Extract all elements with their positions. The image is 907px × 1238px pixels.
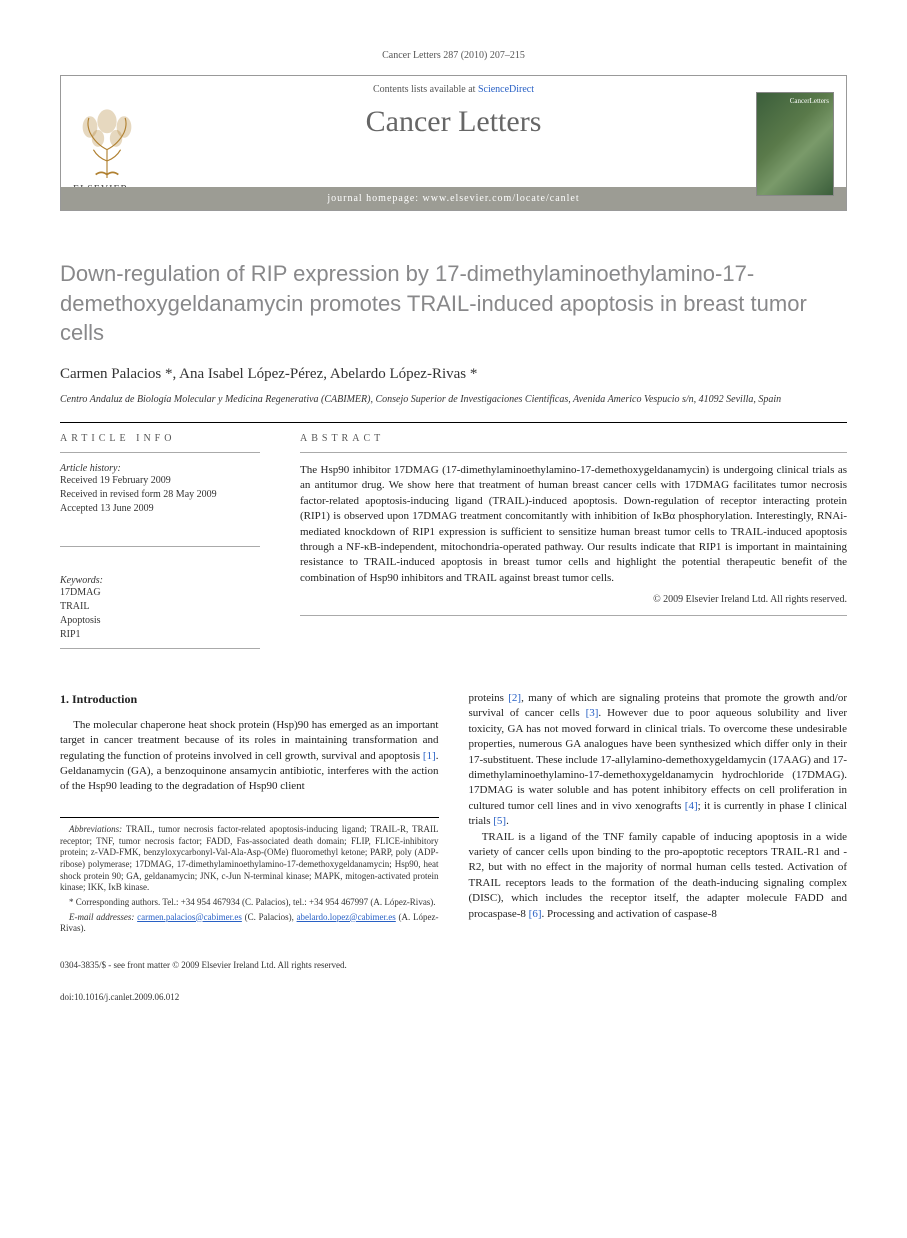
history-accepted: Accepted 13 June 2009 <box>60 502 260 516</box>
article-title: Down-regulation of RIP expression by 17-… <box>60 259 847 348</box>
journal-cover-thumbnail: CancerLetters <box>756 92 834 196</box>
journal-header-box: ELSEVIER Contents lists available at Sci… <box>60 75 847 211</box>
author-list: Carmen Palacios *, Ana Isabel López-Pére… <box>60 366 847 383</box>
email-label: E-mail addresses: <box>69 912 134 922</box>
corresponding-author-footnote: * Corresponding authors. Tel.: +34 954 4… <box>60 897 439 909</box>
header-citation: Cancer Letters 287 (2010) 207–215 <box>60 50 847 61</box>
footnotes-block: Abbreviations: TRAIL, tumor necrosis fac… <box>60 817 439 935</box>
body-column-left: 1. Introduction The molecular chaperone … <box>60 691 439 938</box>
history-received: Received 19 February 2009 <box>60 474 260 488</box>
abstract-copyright: © 2009 Elsevier Ireland Ltd. All rights … <box>300 594 847 605</box>
keyword: Apoptosis <box>60 614 260 628</box>
body-column-right: proteins [2], many of which are signalin… <box>469 691 848 938</box>
email-link[interactable]: abelardo.lopez@cabimer.es <box>297 912 396 922</box>
divider <box>60 546 260 547</box>
intro-paragraph: TRAIL is a ligand of the TNF family capa… <box>469 830 848 922</box>
history-revised: Received in revised form 28 May 2009 <box>60 488 260 502</box>
article-info-heading: ARTICLE INFO <box>60 423 260 453</box>
email-link[interactable]: carmen.palacios@cabimer.es <box>137 912 242 922</box>
introduction-heading: 1. Introduction <box>60 691 439 708</box>
footer-doi: doi:10.1016/j.canlet.2009.06.012 <box>60 992 847 1002</box>
divider <box>60 648 260 649</box>
elsevier-tree-logo <box>73 104 141 184</box>
affiliation: Centro Andaluz de Biología Molecular y M… <box>60 393 847 406</box>
abstract-text: The Hsp90 inhibitor 17DMAG (17-dimethyla… <box>300 463 847 586</box>
abbreviations-footnote: Abbreviations: TRAIL, tumor necrosis fac… <box>60 824 439 894</box>
contents-prefix: Contents lists available at <box>373 84 478 95</box>
email-footnote: E-mail addresses: carmen.palacios@cabime… <box>60 912 439 935</box>
keywords-label: Keywords: <box>60 575 260 586</box>
journal-name: Cancer Letters <box>61 105 846 139</box>
email-who: (C. Palacios), <box>242 912 297 922</box>
sciencedirect-link[interactable]: ScienceDirect <box>478 84 534 95</box>
keyword: 17DMAG <box>60 586 260 600</box>
contents-available-line: Contents lists available at ScienceDirec… <box>61 76 846 95</box>
divider <box>300 615 847 616</box>
intro-paragraph: proteins [2], many of which are signalin… <box>469 691 848 830</box>
footer-copyright: 0304-3835/$ - see front matter © 2009 El… <box>60 960 847 970</box>
intro-paragraph: The molecular chaperone heat shock prote… <box>60 718 439 795</box>
abbrev-label: Abbreviations: <box>69 824 122 834</box>
article-info-column: ARTICLE INFO Article history: Received 1… <box>60 423 260 649</box>
abstract-column: ABSTRACT The Hsp90 inhibitor 17DMAG (17-… <box>300 423 847 649</box>
journal-homepage-bar: journal homepage: www.elsevier.com/locat… <box>61 187 846 210</box>
cover-label: CancerLetters <box>790 97 829 105</box>
keyword: TRAIL <box>60 600 260 614</box>
abbrev-text: TRAIL, tumor necrosis factor-related apo… <box>60 824 439 892</box>
keyword: RIP1 <box>60 628 260 642</box>
history-label: Article history: <box>60 463 260 474</box>
abstract-heading: ABSTRACT <box>300 423 847 453</box>
